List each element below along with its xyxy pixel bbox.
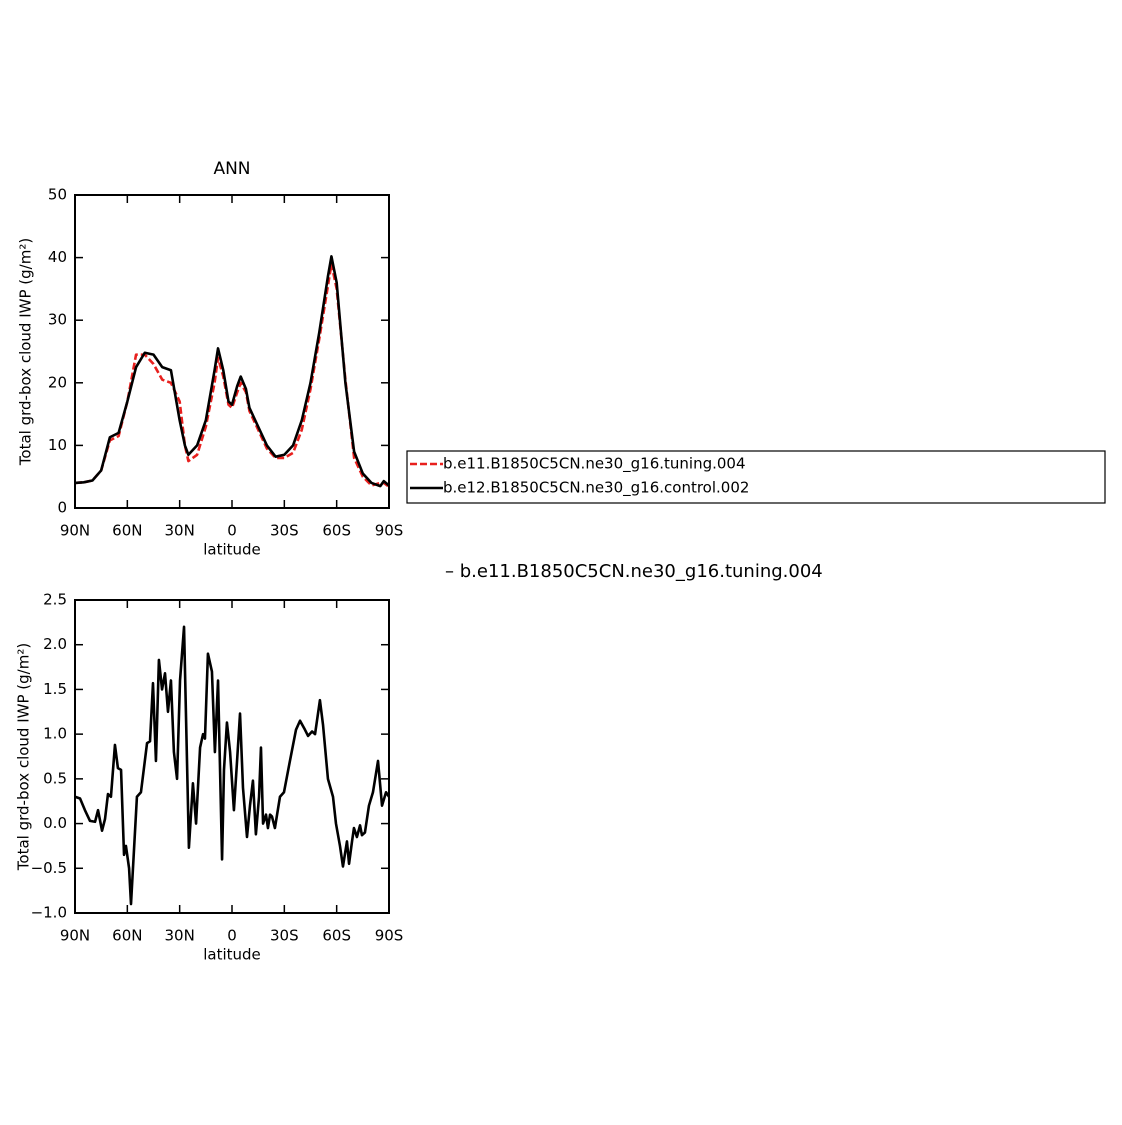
y-axis-label: Total grd-box cloud IWP (g/m²): [17, 238, 35, 466]
x-tick-label: 0: [227, 927, 237, 945]
x-axis-label: latitude: [203, 946, 261, 964]
y-tick-label: 10: [48, 436, 67, 454]
legend-label: b.e11.B1850C5CN.ne30_g16.tuning.004: [443, 455, 746, 474]
x-tick-label: 30N: [165, 927, 195, 945]
plot-frame: [74, 194, 390, 509]
y-tick-label: 2.5: [43, 591, 67, 609]
series-line: [74, 625, 391, 906]
x-tick-label: 60N: [112, 522, 142, 540]
x-tick-label: 90N: [60, 522, 90, 540]
y-tick-label: 0.5: [43, 769, 67, 787]
y-tick-label: 50: [48, 186, 67, 204]
legend-label: b.e12.B1850C5CN.ne30_g16.control.002: [443, 479, 749, 498]
x-tick-label: 90N: [60, 927, 90, 945]
y-tick-label: 20: [48, 373, 67, 391]
x-tick-label: 0: [227, 522, 237, 540]
x-tick-label: 30N: [165, 522, 195, 540]
clip-group: Total grd-box cloud IWP (g/m²): [15, 643, 33, 871]
series-line: [74, 262, 390, 488]
x-tick-label: 90S: [375, 522, 404, 540]
x-tick-label: 60N: [112, 927, 142, 945]
y-tick-label: −1.0: [31, 904, 67, 922]
y-tick-label: 0.0: [43, 814, 67, 832]
series-line: [74, 255, 390, 488]
x-tick-label: 60S: [322, 522, 351, 540]
plot-frame: [74, 599, 390, 914]
legend-box: [406, 450, 1106, 504]
y-tick-label: 1.0: [43, 725, 67, 743]
x-axis-label: latitude: [203, 541, 261, 559]
y-tick-label: 30: [48, 311, 67, 329]
y-axis-label: Total grd-box cloud IWP (g/m²): [15, 643, 33, 871]
x-tick-label: 90S: [375, 927, 404, 945]
annotation: – b.e11.B1850C5CN.ne30_g16.tuning.004: [445, 561, 823, 582]
y-tick-label: 40: [48, 248, 67, 266]
x-tick-label: 60S: [322, 927, 351, 945]
y-tick-label: 1.5: [43, 680, 67, 698]
x-tick-label: 30S: [270, 927, 299, 945]
y-tick-label: 0: [57, 499, 67, 517]
chart-title: ANN: [213, 159, 250, 179]
y-tick-label: 2.0: [43, 635, 67, 653]
y-tick-label: −0.5: [31, 859, 67, 877]
x-tick-label: 30S: [270, 522, 299, 540]
